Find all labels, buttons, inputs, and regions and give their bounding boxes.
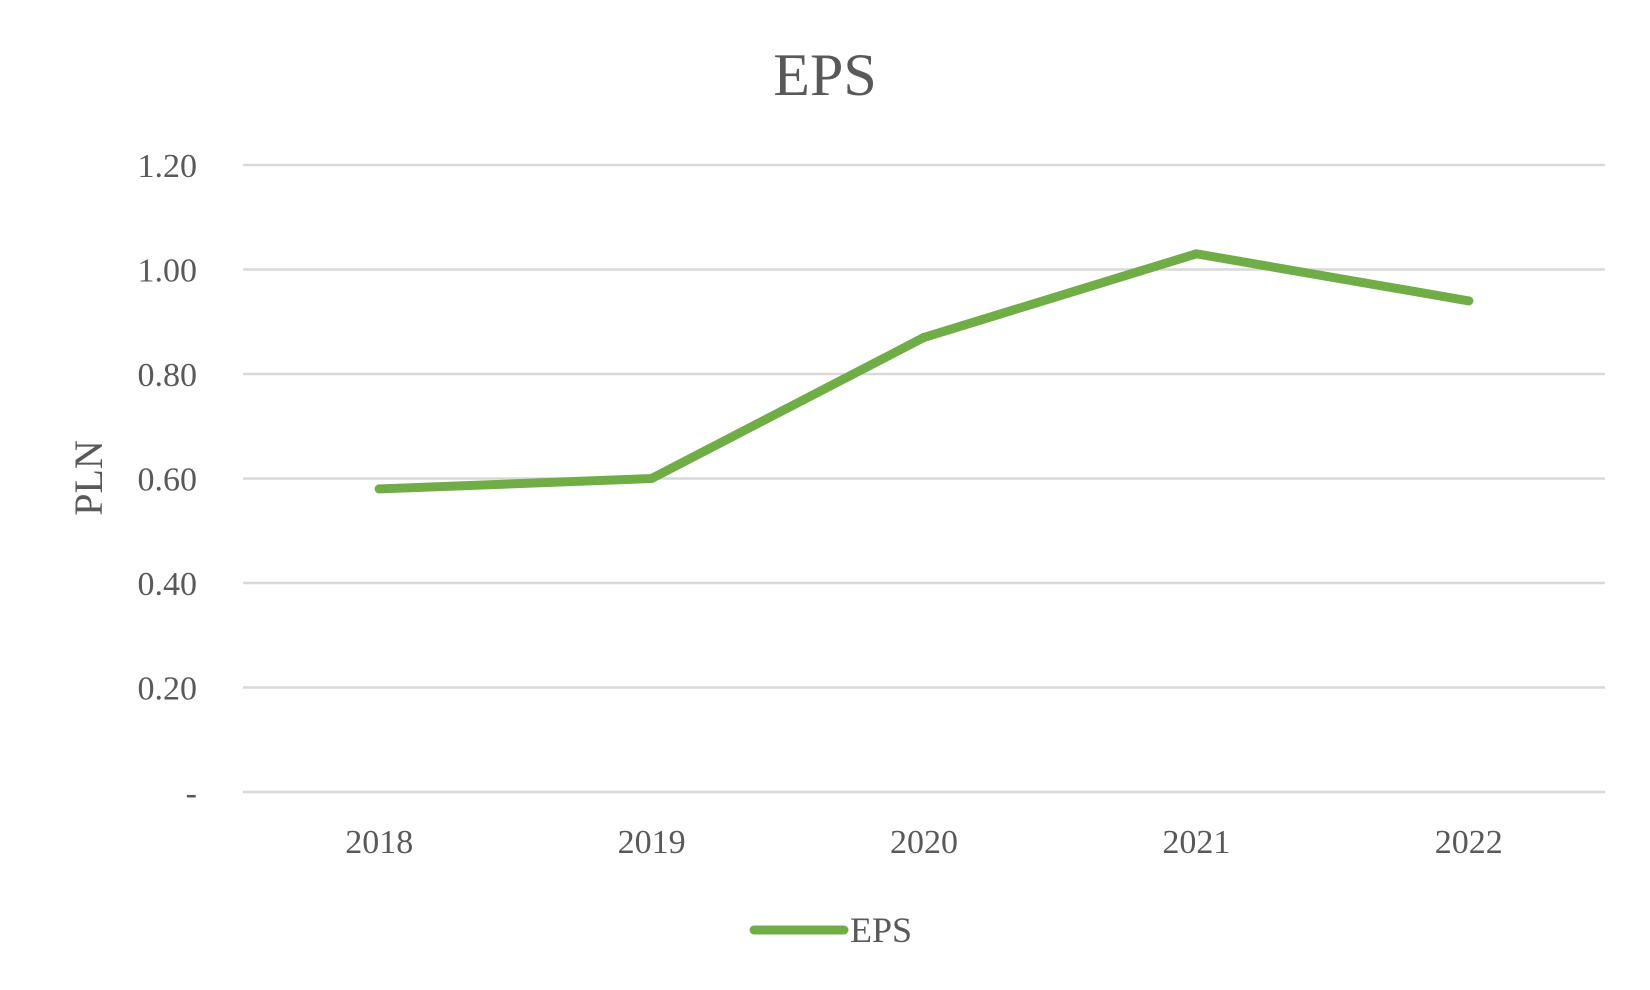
y-tick-label-3: 0.60 <box>138 462 198 499</box>
data-point-2019 <box>647 474 657 483</box>
y-tick-label-1: 0.20 <box>138 671 198 708</box>
data-point-2021 <box>1191 249 1201 259</box>
series-layer <box>374 249 1474 494</box>
y-tick-label-4: 0.80 <box>138 357 198 394</box>
x-tick-label-2022: 2022 <box>1435 824 1503 861</box>
x-tick-label-2021: 2021 <box>1162 824 1230 861</box>
data-point-2018 <box>374 484 384 494</box>
legend-label: EPS <box>850 910 912 950</box>
gridlines <box>243 163 1605 794</box>
y-tick-label-2: 0.40 <box>138 566 198 603</box>
y-axis-label: PLN <box>66 440 111 516</box>
y-tick-label-0: - <box>186 775 197 812</box>
y-tick-label-6: 1.20 <box>138 148 198 185</box>
data-point-2020 <box>919 332 929 342</box>
x-tick-label-2019: 2019 <box>618 824 686 861</box>
data-point-2022 <box>1464 296 1474 306</box>
x-tick-label-2018: 2018 <box>345 824 413 861</box>
series-line-eps <box>374 249 1474 494</box>
x-axis-ticks: 2018 2019 2020 2021 2022 <box>345 824 1503 861</box>
y-tick-label-5: 1.00 <box>138 253 198 290</box>
legend: EPS <box>749 910 912 950</box>
chart-title: EPS <box>773 42 876 108</box>
y-axis-ticks: - 0.20 0.40 0.60 0.80 1.00 1.20 <box>138 148 198 812</box>
x-tick-label-2020: 2020 <box>890 824 958 861</box>
